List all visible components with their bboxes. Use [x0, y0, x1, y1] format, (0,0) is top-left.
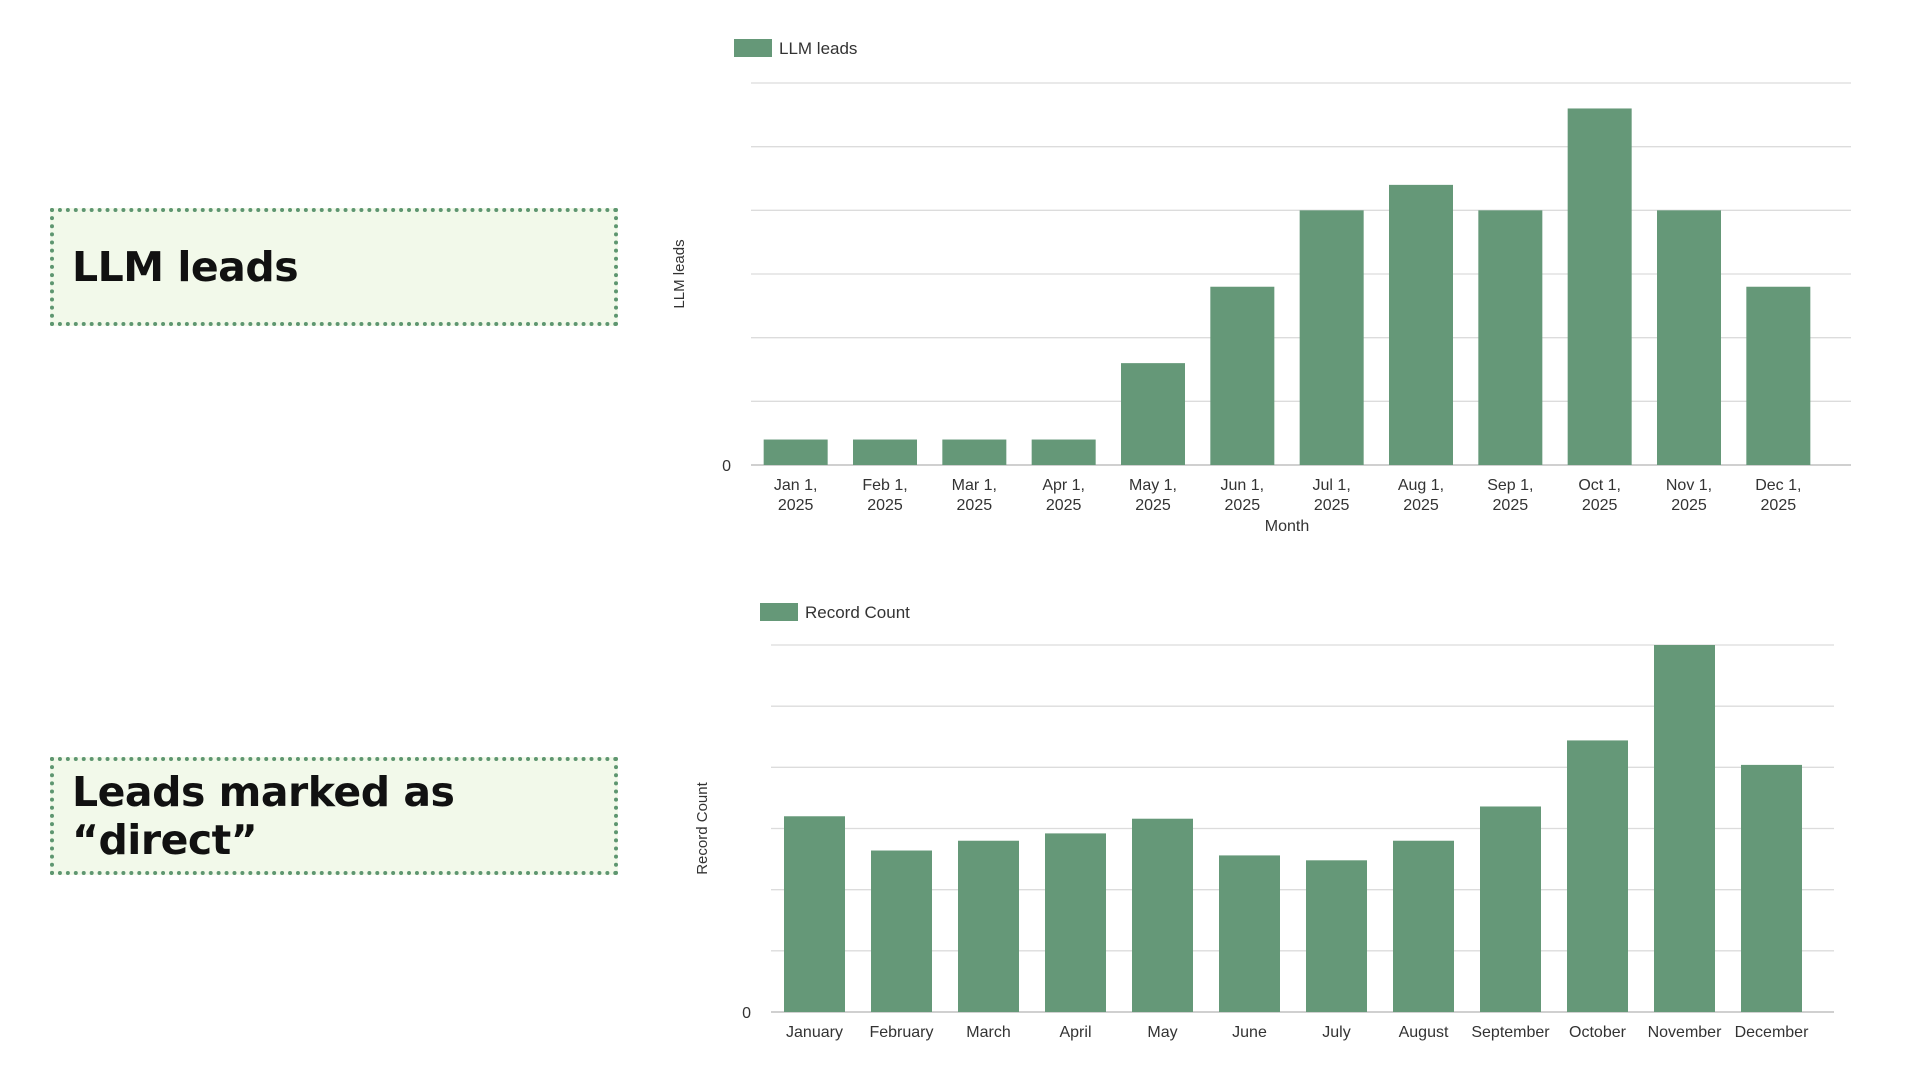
legend-label: LLM leads — [779, 39, 857, 58]
bar — [1219, 855, 1280, 1012]
x-tick-label: 2025 — [867, 497, 903, 514]
bar — [1741, 764, 1802, 1012]
legend-label: Record Count — [805, 603, 910, 622]
bar — [1210, 286, 1275, 465]
bar — [1746, 286, 1811, 465]
bar — [1567, 108, 1632, 465]
x-tick-label: June — [1232, 1024, 1267, 1041]
x-tick-label: December — [1735, 1024, 1809, 1041]
bar — [871, 850, 932, 1012]
bar — [958, 840, 1019, 1012]
x-tick-label: August — [1399, 1024, 1449, 1041]
x-tick-label: March — [966, 1024, 1010, 1041]
bar — [1121, 363, 1185, 465]
legend-swatch — [760, 603, 798, 621]
x-tick-label: September — [1471, 1024, 1550, 1041]
x-tick-label: July — [1322, 1024, 1350, 1041]
y-tick-label: 0 — [722, 458, 731, 475]
llm-leads-label-box: LLM leads — [50, 208, 618, 326]
x-tick-label: 2025 — [1135, 497, 1171, 514]
x-tick-label: 2025 — [1582, 497, 1618, 514]
x-tick-label: November — [1648, 1024, 1722, 1041]
x-tick-label: Sep 1, — [1487, 477, 1533, 494]
bar — [1393, 840, 1454, 1012]
x-tick-label: 2025 — [1403, 497, 1439, 514]
llm-leads-label: LLM leads — [72, 243, 299, 291]
bar — [1031, 439, 1096, 465]
x-tick-label: 2025 — [1671, 497, 1707, 514]
bar — [1045, 833, 1106, 1012]
x-tick-label: Jun 1, — [1221, 477, 1265, 494]
x-tick-label: 2025 — [778, 497, 814, 514]
x-tick-label: May 1, — [1129, 477, 1177, 494]
legend-swatch — [734, 39, 772, 57]
bar — [763, 439, 828, 465]
x-tick-label: Feb 1, — [862, 477, 907, 494]
x-tick-label: October — [1569, 1024, 1627, 1041]
x-tick-label: 2025 — [1225, 497, 1261, 514]
y-axis-label: Record Count — [694, 781, 711, 874]
bar — [1299, 210, 1364, 465]
x-tick-label: 2025 — [1314, 497, 1350, 514]
direct-leads-label-box: Leads marked as “direct” — [50, 757, 618, 875]
bar — [853, 439, 917, 465]
bar — [1567, 740, 1628, 1012]
x-tick-label: Aug 1, — [1398, 477, 1444, 494]
y-tick-label: 0 — [742, 1005, 751, 1022]
bar — [1654, 645, 1715, 1012]
x-axis-label: Month — [1265, 518, 1309, 535]
bar — [1306, 860, 1367, 1012]
x-tick-label: 2025 — [1761, 497, 1797, 514]
x-tick-label: Mar 1, — [952, 477, 997, 494]
bar — [1389, 184, 1453, 465]
bar — [1478, 210, 1543, 465]
x-tick-label: January — [786, 1024, 843, 1041]
bar — [784, 816, 845, 1012]
x-tick-label: Jan 1, — [774, 477, 818, 494]
direct-leads-label: Leads marked as “direct” — [72, 768, 455, 864]
x-tick-label: February — [869, 1024, 933, 1041]
bar — [1480, 806, 1541, 1012]
bar — [942, 439, 1007, 465]
x-tick-label: Apr 1, — [1042, 477, 1085, 494]
x-tick-label: April — [1059, 1024, 1091, 1041]
bar — [1657, 210, 1721, 465]
x-tick-label: Dec 1, — [1755, 477, 1801, 494]
x-tick-label: Oct 1, — [1578, 477, 1621, 494]
x-tick-label: Nov 1, — [1666, 477, 1712, 494]
x-tick-label: May — [1147, 1024, 1177, 1041]
x-tick-label: 2025 — [1046, 497, 1082, 514]
y-axis-label: LLM leads — [671, 239, 688, 308]
x-tick-label: 2025 — [957, 497, 993, 514]
x-tick-label: 2025 — [1493, 497, 1529, 514]
bar — [1132, 818, 1193, 1012]
x-tick-label: Jul 1, — [1313, 477, 1351, 494]
